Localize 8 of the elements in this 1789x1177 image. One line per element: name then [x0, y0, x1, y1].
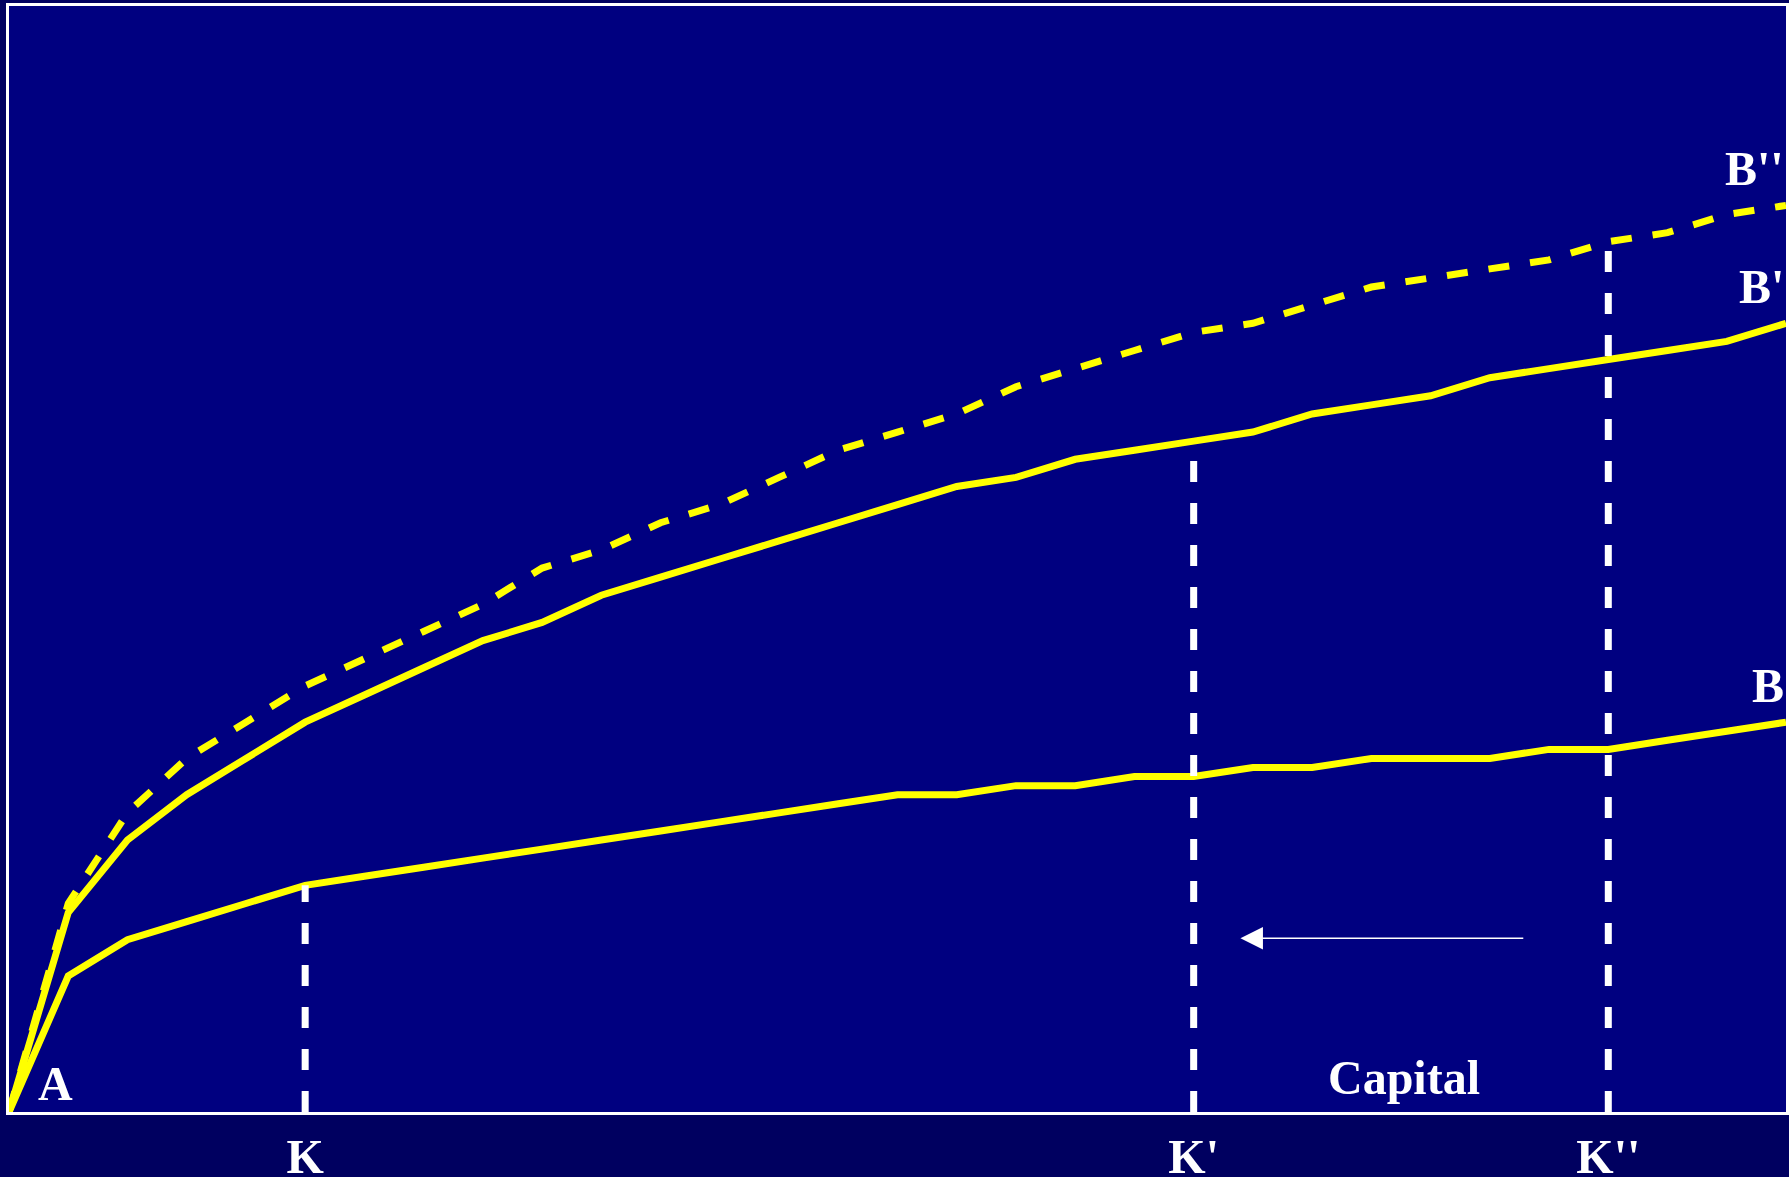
x-tick-label: K': [1168, 1129, 1220, 1177]
series-label: B': [1739, 260, 1785, 313]
x-tick-label: K'': [1576, 1129, 1641, 1177]
x-tick-label: K: [286, 1129, 324, 1177]
x-axis-title: Capital: [1328, 1051, 1481, 1104]
series-label: B: [1752, 659, 1785, 712]
series-label: B'': [1725, 142, 1784, 195]
annotation: A: [38, 1057, 73, 1110]
